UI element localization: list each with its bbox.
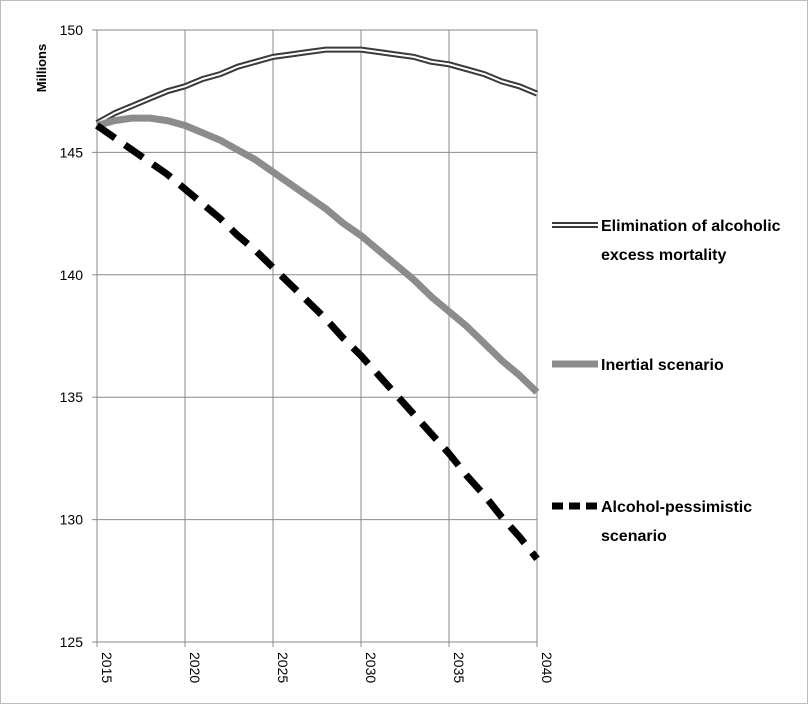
series-lines bbox=[95, 46, 540, 561]
y-tick-label: 135 bbox=[60, 389, 84, 405]
x-tick-label: 2020 bbox=[187, 652, 203, 683]
y-tick-label: 125 bbox=[60, 634, 84, 650]
x-tick-label: 2030 bbox=[363, 652, 379, 683]
y-axis-label: Millions bbox=[34, 44, 49, 92]
y-tick-label: 145 bbox=[60, 144, 84, 160]
series-stroke bbox=[96, 114, 540, 395]
x-tick-label: 2040 bbox=[539, 652, 555, 683]
y-tick-label: 140 bbox=[60, 267, 84, 283]
legend-label: excess mortality bbox=[601, 247, 727, 264]
series-stroke bbox=[96, 48, 538, 124]
series-stroke bbox=[95, 122, 540, 561]
x-tick-labels: 2015 2020 2025 2030 2035 2040 bbox=[99, 652, 555, 683]
legend-label: Alcohol-pessimistic bbox=[601, 499, 752, 516]
legend-entry-1: Elimination of alcoholic excess mortality bbox=[552, 218, 781, 264]
legend-label: Elimination of alcoholic bbox=[601, 218, 781, 235]
x-tick-label: 2015 bbox=[99, 652, 115, 683]
legend-label: scenario bbox=[601, 528, 667, 545]
legend-entry-2: Inertial scenario bbox=[552, 357, 724, 374]
series-line-1 bbox=[95, 46, 539, 126]
series-line-2 bbox=[96, 114, 540, 395]
legend-entry-3: Alcohol-pessimistic scenario bbox=[552, 499, 752, 545]
x-tick-label: 2025 bbox=[275, 652, 291, 683]
legend: Elimination of alcoholic excess mortality… bbox=[552, 218, 781, 545]
series-line-3 bbox=[95, 122, 540, 561]
y-tick-label: 150 bbox=[60, 22, 84, 38]
grid bbox=[96, 29, 538, 643]
legend-label: Inertial scenario bbox=[601, 357, 724, 374]
x-tick-label: 2035 bbox=[451, 652, 467, 683]
axes bbox=[92, 29, 538, 647]
y-tick-label: 130 bbox=[60, 512, 84, 528]
series-stroke bbox=[95, 46, 539, 126]
y-tick-labels: 125 130 135 140 145 150 bbox=[60, 22, 84, 650]
